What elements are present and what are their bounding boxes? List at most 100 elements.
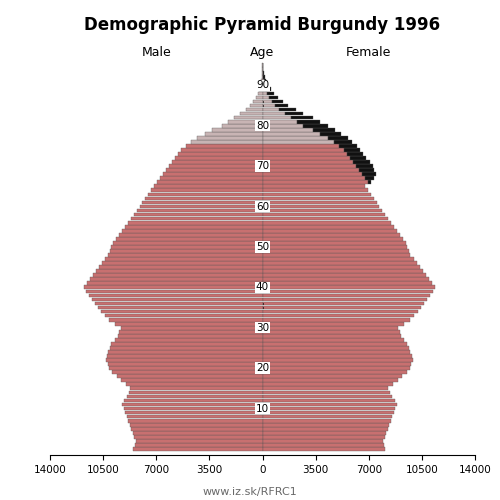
Bar	[131, 427, 262, 430]
Bar	[353, 160, 370, 164]
Bar	[145, 196, 262, 200]
Bar	[262, 310, 418, 314]
Bar	[312, 128, 336, 132]
Bar	[122, 378, 262, 382]
Bar	[116, 237, 262, 240]
Bar	[262, 204, 378, 208]
Bar	[262, 132, 320, 136]
Bar	[262, 394, 392, 398]
Bar	[142, 200, 262, 204]
Bar	[262, 423, 389, 426]
Bar	[262, 318, 410, 322]
Bar	[108, 253, 262, 257]
Bar	[262, 427, 388, 430]
Bar	[262, 257, 414, 261]
Bar	[113, 241, 262, 244]
Bar	[262, 72, 263, 75]
Title: Demographic Pyramid Burgundy 1996: Demographic Pyramid Burgundy 1996	[84, 16, 440, 34]
Bar	[98, 306, 262, 310]
Bar	[84, 286, 262, 289]
Bar	[175, 156, 262, 160]
Bar	[262, 334, 402, 338]
Bar	[262, 192, 371, 196]
Bar	[262, 286, 435, 289]
Bar	[157, 180, 262, 184]
Bar	[262, 261, 416, 265]
Bar	[104, 314, 262, 318]
Bar	[148, 192, 262, 196]
Bar	[182, 148, 262, 152]
Bar	[119, 233, 262, 236]
Bar	[262, 120, 298, 124]
Bar	[262, 184, 365, 188]
Bar	[86, 290, 262, 293]
Bar	[262, 92, 268, 95]
Bar	[132, 431, 262, 434]
Bar	[266, 88, 272, 91]
Bar	[304, 124, 328, 128]
Bar	[106, 358, 262, 362]
Bar	[262, 180, 368, 184]
Bar	[112, 245, 262, 249]
Bar	[262, 282, 432, 285]
Bar	[264, 76, 265, 79]
Bar	[134, 447, 262, 451]
Bar	[126, 415, 262, 418]
Bar	[368, 180, 371, 184]
Bar	[262, 290, 434, 293]
Bar	[262, 100, 272, 103]
Bar	[259, 88, 262, 91]
Bar	[240, 112, 262, 116]
Bar	[262, 326, 398, 330]
Bar	[262, 164, 356, 168]
Bar	[262, 330, 400, 334]
Bar	[262, 322, 404, 326]
Bar	[262, 274, 426, 277]
Bar	[94, 274, 262, 277]
Bar	[134, 435, 262, 438]
Bar	[262, 374, 402, 378]
Bar	[262, 88, 266, 91]
Bar	[126, 394, 262, 398]
Bar	[191, 140, 262, 143]
Bar	[106, 257, 262, 261]
Bar	[262, 160, 353, 164]
Bar	[365, 176, 374, 180]
Bar	[262, 419, 391, 422]
Bar	[262, 270, 422, 273]
Bar	[262, 346, 409, 350]
Bar	[262, 76, 264, 79]
Bar	[262, 84, 264, 87]
Bar	[262, 398, 394, 402]
Bar	[96, 270, 262, 273]
Bar	[88, 294, 262, 298]
Bar	[262, 415, 392, 418]
Bar	[344, 148, 360, 152]
Bar	[262, 354, 412, 358]
Bar	[262, 168, 359, 172]
Bar	[262, 366, 410, 370]
Bar	[212, 128, 262, 132]
Bar	[186, 144, 262, 148]
Bar	[178, 152, 262, 156]
Bar	[328, 136, 347, 140]
Bar	[130, 386, 262, 390]
Bar	[258, 92, 262, 95]
Text: 70: 70	[256, 161, 269, 171]
Bar	[262, 402, 397, 406]
Bar	[262, 96, 270, 100]
Bar	[276, 104, 288, 108]
Bar	[140, 204, 262, 208]
Bar	[262, 128, 312, 132]
Bar	[122, 229, 262, 232]
Bar	[119, 330, 262, 334]
Text: 40: 40	[256, 282, 269, 292]
Bar	[262, 382, 393, 386]
Bar	[166, 168, 262, 172]
Bar	[262, 338, 404, 342]
Text: 30: 30	[256, 322, 269, 332]
Text: 10: 10	[256, 404, 269, 413]
Bar	[109, 318, 262, 322]
Bar	[262, 116, 292, 119]
Bar	[110, 249, 262, 253]
